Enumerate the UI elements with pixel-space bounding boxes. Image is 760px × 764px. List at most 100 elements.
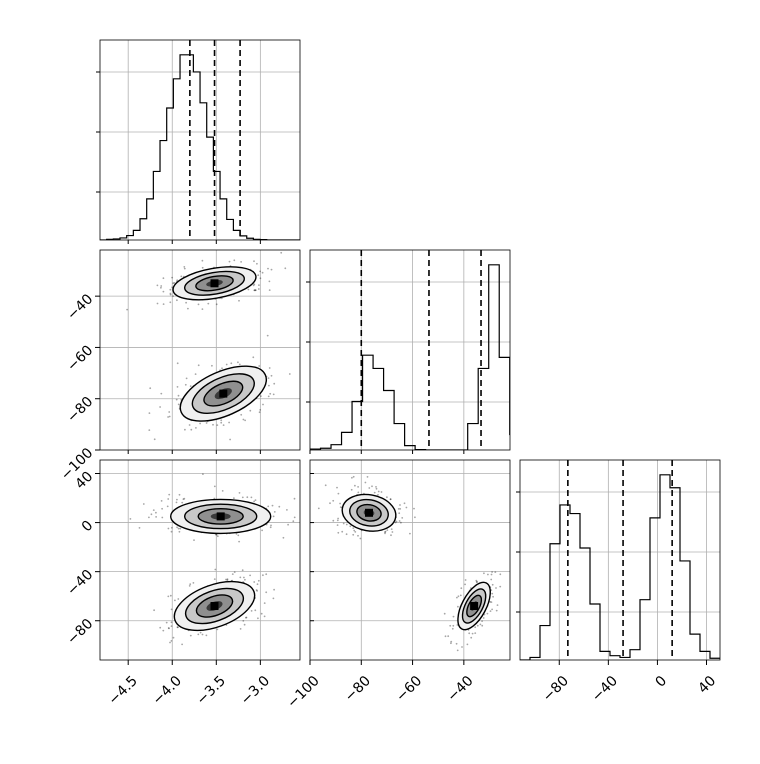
sample-point (184, 383, 187, 386)
sample-point (165, 621, 168, 624)
sample-point (177, 527, 180, 530)
sample-point (258, 284, 260, 286)
sample-point (268, 289, 271, 291)
sample-point (237, 534, 240, 537)
sample-point (317, 507, 320, 510)
x-tick-label: −4.5 (106, 673, 141, 708)
panel-frame (99, 249, 301, 451)
sample-point (138, 527, 141, 529)
x-tick-label: −60 (393, 673, 425, 705)
sample-point (162, 629, 165, 632)
sample-point (451, 627, 454, 630)
x-tick-label: −40 (589, 673, 621, 705)
sample-point (238, 299, 240, 302)
sample-point (193, 539, 195, 541)
sample-point (177, 598, 180, 600)
sample-point (167, 595, 170, 598)
sample-point (172, 295, 175, 297)
sample-point (265, 573, 268, 576)
sample-point (332, 519, 335, 522)
sample-point (459, 594, 462, 597)
sample-point (390, 528, 393, 530)
sample-point (170, 526, 173, 529)
sample-point (490, 578, 493, 581)
sample-point (457, 595, 460, 598)
sample-point (149, 387, 152, 390)
sample-point (189, 385, 192, 387)
sample-point (336, 486, 338, 489)
sample-point (389, 498, 392, 501)
sample-point (452, 615, 455, 618)
sample-point (391, 531, 394, 533)
sample-point (409, 532, 411, 535)
sample-point (286, 509, 288, 511)
sample-point (155, 511, 157, 514)
sample-point (384, 532, 386, 535)
sample-point (249, 409, 252, 412)
sample-point (199, 631, 202, 634)
sample-point (240, 413, 243, 416)
sample-point (249, 574, 252, 577)
sample-point (201, 259, 204, 262)
y-tick-label: −60 (64, 342, 96, 374)
sample-point (475, 581, 478, 584)
density-peak (219, 389, 228, 398)
sample-point (238, 492, 241, 494)
sample-point (161, 507, 164, 510)
sample-point (368, 487, 371, 489)
sample-point (177, 403, 180, 406)
density-peak (470, 602, 479, 610)
sample-point (252, 284, 255, 287)
sample-point (160, 286, 162, 289)
sample-point (181, 643, 184, 646)
density-peak (216, 512, 225, 521)
sample-point (414, 516, 416, 519)
sample-point (464, 583, 466, 586)
sample-point (450, 640, 453, 643)
sample-point (269, 526, 272, 529)
sample-point (267, 377, 270, 379)
sample-point (256, 590, 258, 592)
sample-point (468, 632, 471, 635)
sample-point (496, 604, 499, 606)
sample-point (492, 595, 494, 598)
sample-point (246, 496, 249, 499)
sample-point (399, 508, 402, 510)
sample-point (169, 292, 172, 295)
hist-frame (519, 459, 721, 661)
sample-point (233, 571, 236, 573)
sample-point (176, 362, 179, 365)
sample-point (405, 506, 408, 509)
sample-point (166, 505, 169, 508)
sample-point (373, 491, 376, 494)
sample-point (293, 497, 296, 500)
sample-point (197, 364, 200, 367)
hist-frame (309, 249, 511, 451)
sample-point (398, 512, 401, 515)
density-layer (317, 475, 502, 652)
sample-point (142, 503, 145, 505)
sample-point (239, 576, 242, 579)
sample-point (220, 421, 223, 424)
sample-point (201, 266, 204, 269)
sample-point (233, 497, 235, 499)
sample-point (238, 540, 241, 543)
sample-point (352, 475, 355, 478)
sample-point (247, 288, 250, 291)
sample-point (225, 578, 227, 581)
sample-point (490, 601, 493, 603)
sample-point (272, 597, 275, 600)
sample-point (169, 301, 172, 304)
density-peak (210, 279, 219, 288)
sample-point (170, 640, 173, 642)
sample-point (215, 533, 218, 536)
sample-point (167, 498, 170, 500)
sample-point (349, 525, 352, 528)
sample-point (401, 517, 404, 519)
sample-point (483, 572, 485, 575)
sample-point (231, 573, 234, 575)
sample-point (267, 267, 269, 270)
sample-point (170, 608, 173, 611)
sample-point (221, 490, 224, 492)
sample-point (213, 578, 216, 580)
